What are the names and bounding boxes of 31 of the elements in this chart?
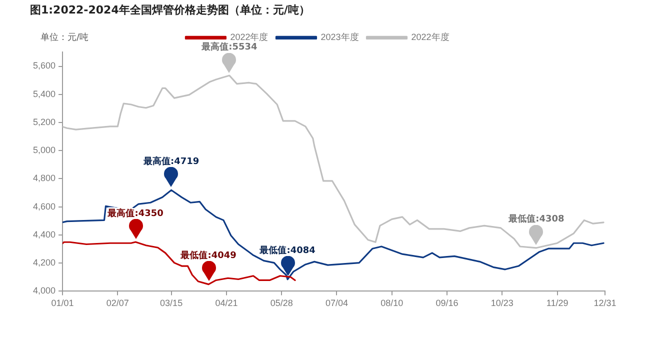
legend-label: 2022年度 [411, 32, 450, 42]
annotation: 最高值:5534 [200, 41, 258, 52]
x-tick-label: 04/21 [215, 298, 238, 308]
y-axis-title: 单位：元/吨 [40, 32, 89, 44]
y-tick-label: 4,400 [32, 229, 56, 240]
x-tick-label: 05/28 [270, 298, 293, 308]
y-tick-label: 4,200 [32, 258, 56, 268]
y-tick-label: 4,800 [32, 173, 56, 184]
y-tick-label: 4,000 [32, 286, 56, 296]
annotation: 最高值:4350 [106, 208, 164, 219]
y-tick-label: 5,400 [32, 88, 56, 99]
x-tick-label: 07/04 [325, 298, 348, 308]
y-tick-label: 5,200 [32, 116, 56, 127]
chart-title: 图1:2022-2024年全国焊管价格走势图（单位：元/吨） [30, 3, 310, 16]
y-tick-label: 5,000 [32, 145, 56, 156]
x-tick-label: 03/15 [160, 298, 183, 308]
annotation: 最高值:4719 [142, 156, 200, 167]
legend-label: 2022年度 [230, 32, 268, 42]
y-tick-label: 4,600 [32, 201, 56, 212]
y-tick-label: 5,600 [32, 60, 56, 71]
x-tick-label: 10/23 [490, 298, 514, 308]
annotation: 最低值:4308 [508, 214, 564, 225]
x-tick-label: 11/29 [546, 298, 568, 308]
annotation: 最低值:4049 [180, 250, 236, 262]
x-tick-label: 01/01 [51, 298, 74, 308]
annotation: 最低值:4084 [258, 245, 316, 256]
x-tick-label: 09/16 [436, 298, 458, 308]
x-tick-label: 08/10 [380, 298, 404, 308]
legend-label: 2023年度 [320, 32, 359, 42]
x-tick-label: 02/07 [106, 298, 129, 308]
x-tick-label: 12/31 [594, 298, 616, 308]
